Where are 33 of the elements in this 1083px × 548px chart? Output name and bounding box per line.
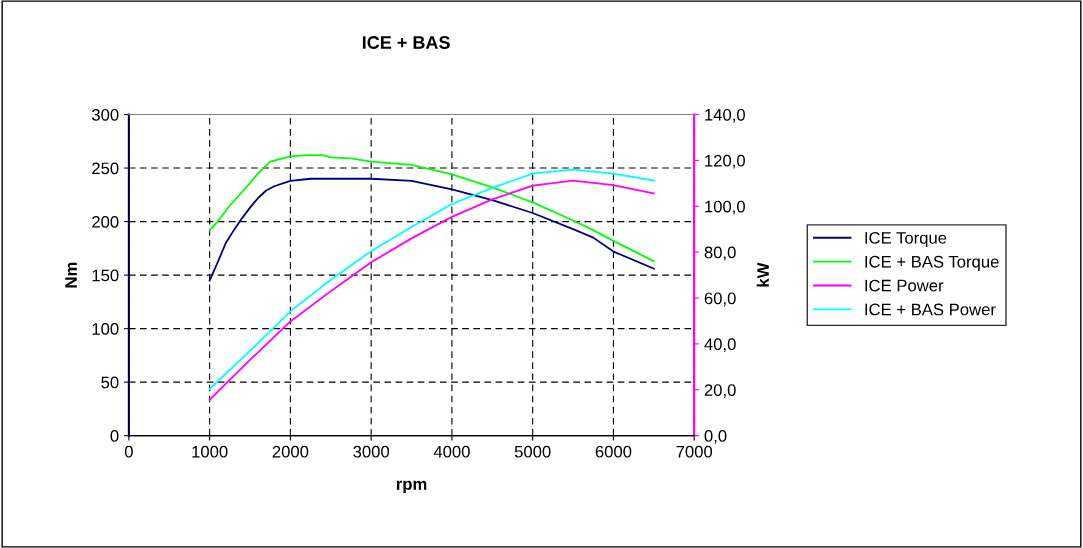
legend-label: ICE Torque	[865, 231, 947, 248]
line-series	[208, 177, 655, 282]
y2-tick-label: 20,0	[704, 384, 736, 398]
x-tick-label: 1000	[192, 445, 228, 458]
y2-tick-label: 140,0	[705, 108, 745, 123]
y-tick-label: 250	[92, 162, 119, 175]
chart-title: ICE + BAS	[362, 36, 450, 49]
y-tick-label: 300	[91, 108, 119, 121]
x-tick-label: 0	[124, 445, 133, 458]
x-tick-label: 3000	[353, 445, 390, 458]
x-axis-title: rpm	[396, 480, 427, 494]
y2-tick-label: 0,0	[704, 430, 727, 444]
y2-tick-label: 40,0	[704, 338, 736, 353]
legend-label: ICE + BAS Torque	[865, 255, 999, 271]
y2-tick-label: 60,0	[704, 292, 736, 307]
y-tick-label: 50	[101, 376, 119, 389]
x-tick-label: 4000	[433, 445, 470, 458]
y2-axis-title: kW	[756, 262, 769, 287]
x-tick-label: 2000	[272, 445, 309, 458]
y2-tick-label: 100,0	[705, 200, 745, 215]
legend-label: ICE + BAS Power	[865, 303, 996, 316]
y-tick-label: 0	[110, 430, 119, 442]
y-axis-title: Nm	[65, 262, 77, 288]
legend-label: ICE Power	[865, 279, 944, 292]
x-tick-label: 6000	[595, 445, 632, 458]
y2-tick-label: 120,0	[705, 154, 745, 169]
x-tick-label: 7000	[676, 445, 713, 458]
y-tick-label: 200	[92, 215, 119, 228]
x-tick-label: 5000	[514, 445, 551, 458]
line-series	[208, 154, 655, 263]
y-tick-label: 150	[92, 269, 119, 282]
y-tick-label: 100	[92, 323, 119, 335]
y2-tick-label: 80,0	[704, 246, 736, 261]
